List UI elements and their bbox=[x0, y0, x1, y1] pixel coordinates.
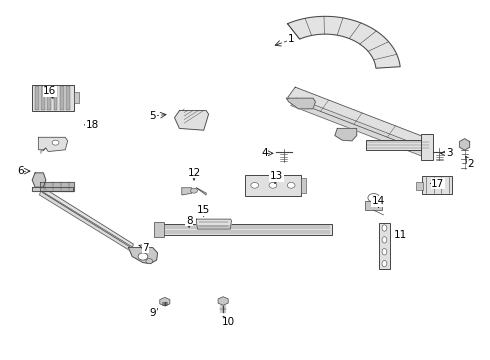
Circle shape bbox=[269, 183, 277, 188]
Bar bbox=[422, 176, 452, 194]
Polygon shape bbox=[460, 139, 469, 150]
Polygon shape bbox=[128, 248, 158, 264]
Text: 13: 13 bbox=[270, 171, 283, 181]
Polygon shape bbox=[288, 16, 400, 68]
Polygon shape bbox=[196, 188, 206, 195]
Text: 2: 2 bbox=[467, 159, 474, 169]
Bar bbox=[379, 223, 390, 269]
Circle shape bbox=[371, 196, 376, 199]
Ellipse shape bbox=[382, 225, 387, 231]
Text: 6: 6 bbox=[17, 166, 24, 176]
Polygon shape bbox=[40, 182, 74, 191]
Bar bbox=[60, 86, 64, 110]
Text: 15: 15 bbox=[197, 205, 210, 215]
Bar bbox=[365, 201, 383, 210]
Ellipse shape bbox=[382, 237, 387, 243]
Bar bbox=[41, 86, 45, 110]
Circle shape bbox=[146, 258, 153, 264]
Text: 11: 11 bbox=[394, 230, 407, 240]
Text: 14: 14 bbox=[372, 196, 385, 206]
Text: 17: 17 bbox=[431, 179, 444, 189]
Polygon shape bbox=[39, 137, 68, 152]
Bar bbox=[154, 222, 164, 237]
Circle shape bbox=[138, 253, 148, 260]
Bar bbox=[301, 177, 306, 193]
Circle shape bbox=[287, 183, 295, 188]
Bar bbox=[416, 182, 423, 190]
Text: 7: 7 bbox=[142, 243, 149, 253]
Polygon shape bbox=[286, 98, 316, 109]
Polygon shape bbox=[32, 187, 73, 192]
Bar bbox=[47, 86, 51, 110]
Polygon shape bbox=[32, 173, 46, 187]
Bar bbox=[35, 86, 39, 110]
Bar bbox=[74, 92, 79, 103]
Bar bbox=[66, 86, 70, 110]
Text: 9: 9 bbox=[149, 309, 156, 319]
Circle shape bbox=[368, 194, 380, 202]
Text: 10: 10 bbox=[221, 317, 235, 327]
Polygon shape bbox=[40, 191, 132, 251]
Text: 3: 3 bbox=[446, 148, 452, 158]
Text: 8: 8 bbox=[186, 216, 193, 226]
Circle shape bbox=[251, 183, 259, 188]
Text: 16: 16 bbox=[43, 86, 56, 96]
Circle shape bbox=[191, 188, 197, 193]
Text: 18: 18 bbox=[85, 120, 98, 130]
Bar bbox=[32, 85, 74, 111]
Polygon shape bbox=[43, 188, 133, 248]
Bar bbox=[367, 140, 430, 150]
Text: 5: 5 bbox=[149, 111, 156, 121]
Bar bbox=[421, 134, 433, 161]
Ellipse shape bbox=[382, 260, 387, 267]
Text: 12: 12 bbox=[187, 168, 200, 178]
Text: 4: 4 bbox=[261, 148, 268, 158]
Bar bbox=[53, 86, 57, 110]
Polygon shape bbox=[335, 129, 357, 141]
Text: 1: 1 bbox=[288, 35, 294, 44]
Polygon shape bbox=[287, 87, 429, 150]
Ellipse shape bbox=[382, 248, 387, 255]
Circle shape bbox=[52, 140, 59, 145]
Polygon shape bbox=[182, 188, 192, 195]
Polygon shape bbox=[174, 111, 209, 130]
Polygon shape bbox=[196, 219, 231, 229]
Polygon shape bbox=[291, 98, 430, 157]
Bar bbox=[245, 175, 301, 196]
Bar bbox=[162, 224, 332, 235]
